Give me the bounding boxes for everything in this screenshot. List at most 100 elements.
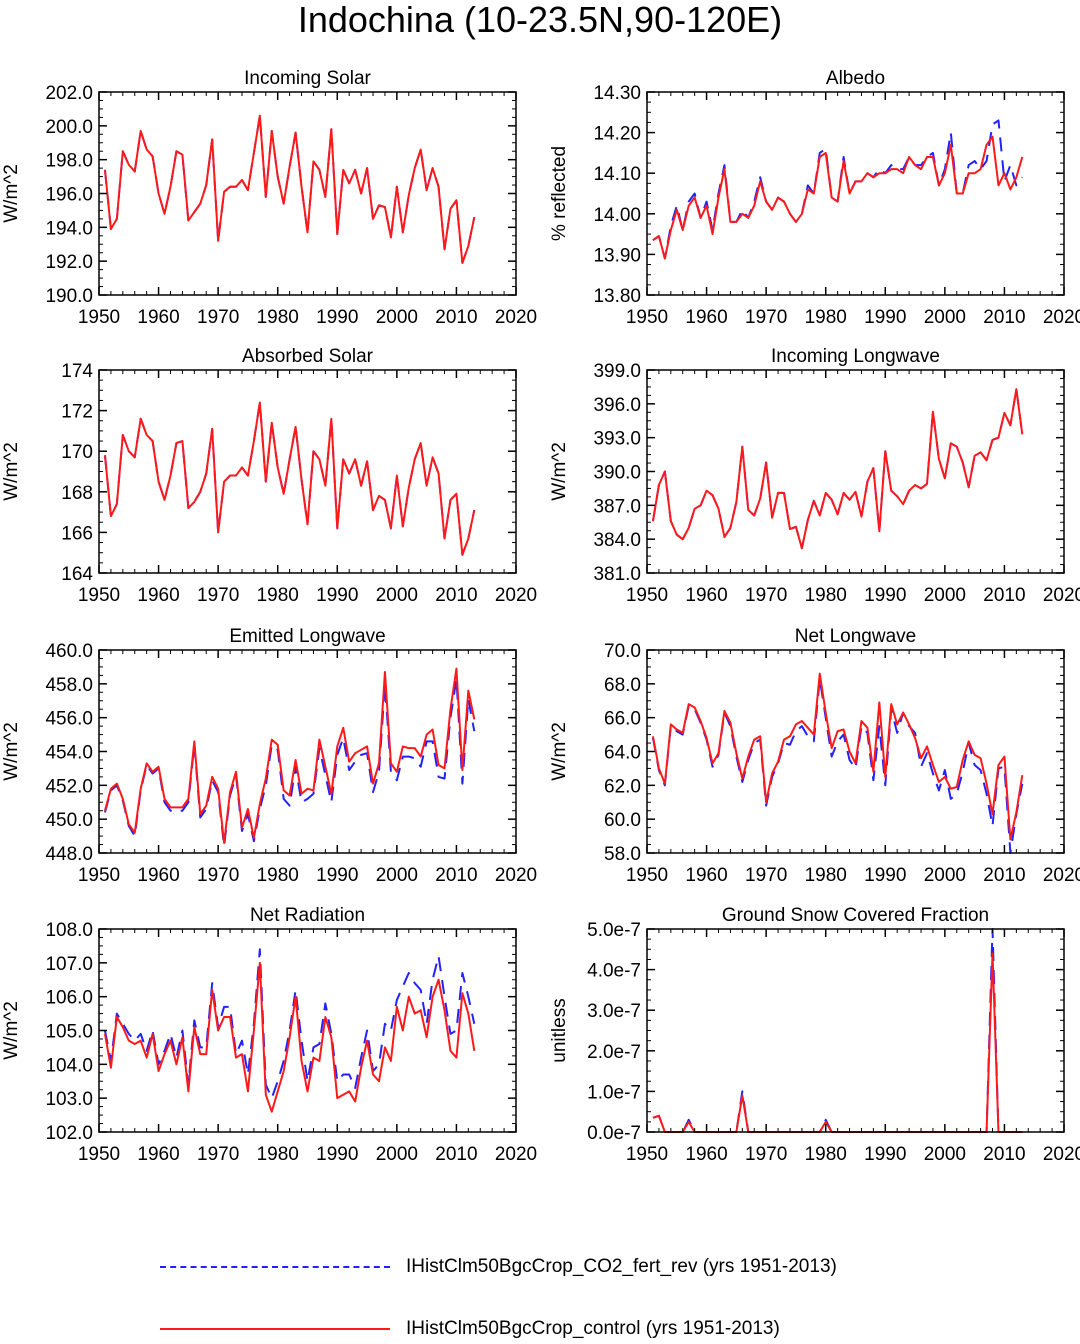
series-line-1: [651, 672, 1024, 841]
x-tick-label: 2010: [983, 307, 1025, 328]
x-tick-label: 1990: [316, 865, 358, 886]
chart-panel-0: Incoming Solar W/m^2 1950 1960 1970 1980 1990 2…: [1, 68, 537, 328]
y-axis-label: W/m^2: [549, 722, 570, 781]
y-tick-label: 452.0: [45, 776, 93, 797]
y-tick-label: 102.0: [45, 1123, 93, 1144]
series-line-0: [652, 928, 1023, 1133]
y-tick-label: 5.0e-7: [587, 920, 641, 941]
x-tick-label: 1970: [197, 585, 239, 606]
chart-panel-2: Absorbed Solar W/m^2 1950 1960 1970 1980 1990 2…: [1, 346, 537, 606]
y-axis-label: W/m^2: [1, 1001, 22, 1060]
legend-entry-control: IHistClm50BgcCrop_control (yrs 1951-2013…: [160, 1314, 780, 1344]
chart-title: Emitted Longwave: [229, 626, 385, 647]
y-tick-label: 396.0: [593, 395, 641, 416]
series-line-0: [651, 388, 1024, 550]
legend-swatch-dashed: [160, 1266, 390, 1268]
x-tick-label: 1950: [626, 307, 668, 328]
y-tick-label: 454.0: [45, 743, 93, 764]
chart-title: Net Longwave: [795, 626, 916, 647]
y-tick-label: 190.0: [45, 286, 93, 307]
y-tick-label: 14.30: [593, 83, 641, 104]
y-axis-label: W/m^2: [1, 722, 22, 781]
y-tick-label: 4.0e-7: [587, 961, 641, 982]
x-tick-label: 1960: [137, 585, 179, 606]
x-tick-label: 1970: [745, 307, 787, 328]
chart-panel-1: Albedo % reflected 1950 1960 1970 1980 1990 200…: [549, 68, 1080, 328]
x-tick-label: 1960: [685, 865, 727, 886]
y-tick-label: 387.0: [593, 496, 641, 517]
x-tick-label: 1960: [685, 585, 727, 606]
x-tick-label: 2020: [1043, 307, 1080, 328]
x-tick-label: 1970: [197, 307, 239, 328]
y-tick-label: 103.0: [45, 1089, 93, 1110]
x-tick-label: 1970: [745, 865, 787, 886]
y-tick-label: 13.90: [593, 245, 641, 266]
x-tick-label: 2020: [495, 585, 537, 606]
y-tick-label: 381.0: [593, 564, 641, 585]
chart-panel-7: Ground Snow Covered Fraction unitless 1950…: [549, 905, 1080, 1165]
x-tick-label: 1960: [685, 1144, 727, 1165]
x-tick-label: 2010: [435, 865, 477, 886]
chart-panel-4: Emitted Longwave W/m^2 1950 1960 1970 1980 199…: [1, 626, 537, 886]
y-tick-label: 58.0: [604, 844, 641, 865]
x-tick-label: 1950: [78, 585, 120, 606]
x-tick-label: 2010: [435, 585, 477, 606]
legend-entry-co2-fert-rev: IHistClm50BgcCrop_CO2_fert_rev (yrs 1951…: [160, 1252, 837, 1282]
chart-panel-3: Incoming Longwave W/m^2 1950 1960 1970 1980 19…: [549, 346, 1080, 606]
x-tick-label: 1980: [805, 307, 847, 328]
x-tick-label: 1950: [78, 1144, 120, 1165]
x-tick-label: 2000: [376, 585, 418, 606]
x-tick-label: 1980: [257, 865, 299, 886]
chart-panel-5: Net Longwave W/m^2 1950 1960 1970 1980 1990 200…: [549, 626, 1080, 886]
series-line-0: [652, 119, 1024, 260]
y-tick-label: 105.0: [45, 1022, 93, 1043]
series-line-0: [103, 401, 476, 556]
x-tick-label: 1970: [745, 1144, 787, 1165]
y-tick-label: 456.0: [45, 709, 93, 730]
y-tick-label: 393.0: [593, 429, 641, 450]
y-axis-label: % reflected: [549, 146, 570, 241]
x-tick-label: 2010: [435, 1144, 477, 1165]
x-tick-label: 2000: [924, 585, 966, 606]
y-axis-label: W/m^2: [1, 164, 22, 223]
x-tick-label: 2020: [1043, 1144, 1080, 1165]
legend-swatch-solid: [160, 1328, 390, 1330]
plot-frame: [98, 928, 517, 1133]
y-tick-label: 164: [61, 564, 93, 585]
x-tick-label: 1990: [316, 585, 358, 606]
x-tick-label: 1980: [805, 585, 847, 606]
x-tick-label: 1950: [626, 585, 668, 606]
y-tick-label: 448.0: [45, 844, 93, 865]
y-tick-label: 170: [61, 442, 93, 463]
x-tick-label: 1990: [864, 1144, 906, 1165]
x-tick-label: 2000: [376, 865, 418, 886]
y-tick-label: 460.0: [45, 641, 93, 662]
x-tick-label: 1970: [197, 1144, 239, 1165]
y-tick-label: 60.0: [604, 810, 641, 831]
x-tick-label: 1950: [78, 307, 120, 328]
y-tick-label: 14.00: [593, 205, 641, 226]
plot-frame: [646, 91, 1065, 296]
series-line-0: [103, 948, 476, 1100]
x-tick-label: 2020: [495, 307, 537, 328]
x-tick-label: 1950: [78, 865, 120, 886]
y-tick-label: 108.0: [45, 920, 93, 941]
y-tick-label: 14.20: [593, 124, 641, 145]
chart-title: Incoming Solar: [244, 68, 371, 89]
y-tick-label: 68.0: [604, 675, 641, 696]
chart-title: Incoming Longwave: [771, 346, 940, 367]
x-tick-label: 1980: [805, 1144, 847, 1165]
x-tick-label: 1960: [137, 307, 179, 328]
y-tick-label: 192.0: [45, 252, 93, 273]
series-line-1: [103, 961, 476, 1113]
x-tick-label: 2000: [924, 307, 966, 328]
x-tick-label: 2010: [983, 1144, 1025, 1165]
y-tick-label: 390.0: [593, 463, 641, 484]
chart-title: Net Radiation: [250, 905, 365, 926]
chart-title: Ground Snow Covered Fraction: [722, 905, 989, 926]
y-tick-label: 13.80: [593, 286, 641, 307]
legend-label-co2-fert-rev: IHistClm50BgcCrop_CO2_fert_rev (yrs 1951…: [406, 1256, 837, 1277]
x-tick-label: 1970: [197, 865, 239, 886]
plot-frame: [646, 928, 1065, 1133]
